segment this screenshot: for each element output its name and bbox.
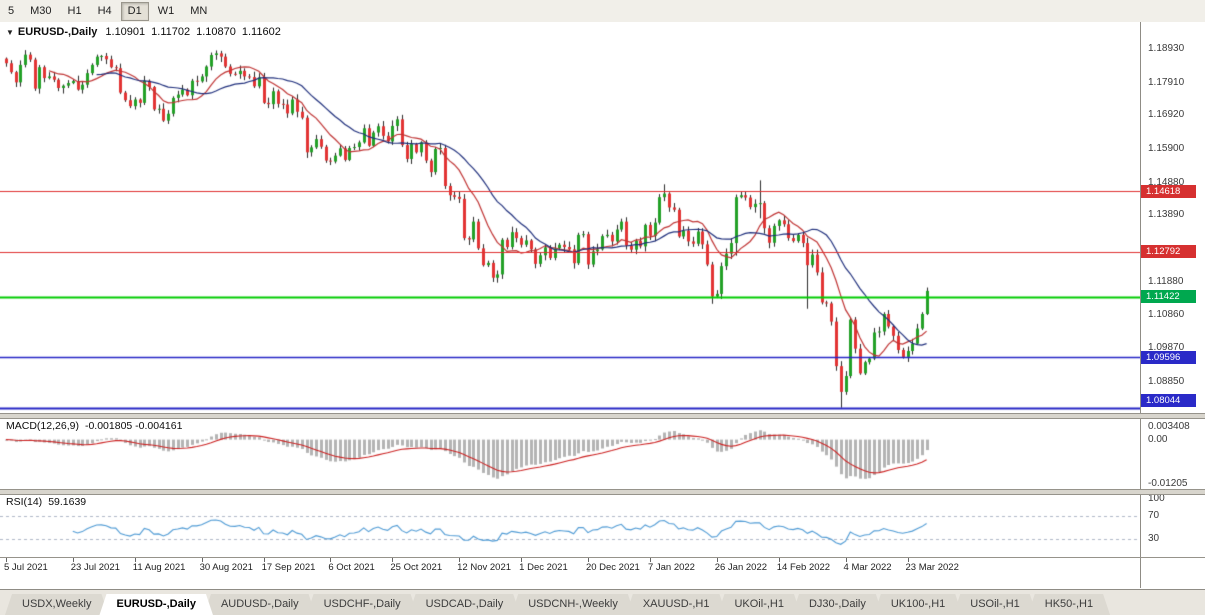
price-axis-tick: 1.11880 <box>1148 275 1184 287</box>
tab-audusd-daily[interactable]: AUDUSD-,Daily <box>204 594 316 615</box>
date-label: 5 Jul 2021 <box>4 562 48 573</box>
price-chart-canvas[interactable] <box>0 22 1140 588</box>
timeframe-button-m30[interactable]: M30 <box>30 4 52 17</box>
date-tick <box>392 558 393 562</box>
date-tick <box>521 558 522 562</box>
date-tick <box>330 558 331 562</box>
price-level-tag: 1.08044 <box>1141 393 1196 407</box>
rsi-axis-tick: 70 <box>1148 510 1160 522</box>
price-axis-tick: 1.14880 <box>1148 176 1185 188</box>
symbol-dropdown-icon[interactable]: ▼ <box>6 28 14 37</box>
date-label: 23 Mar 2022 <box>905 562 959 573</box>
date-label: 1 Dec 2021 <box>519 562 568 573</box>
price-axis: 1.18930 1.17910 1.16920 1.15900 1.14880 1.138… <box>1140 22 1205 588</box>
timeframe-button-5[interactable]: 5 <box>8 4 15 17</box>
tab-eurusd-daily[interactable]: EURUSD-,Daily <box>99 594 212 615</box>
chart-tab-bar: USDX,Weekly EURUSD-,Daily AUDUSD-,Daily USD… <box>0 589 1205 615</box>
tab-ukoil-h1[interactable]: UKOil-,H1 <box>717 594 801 615</box>
date-tick <box>650 558 651 562</box>
rsi-axis-tick: 30 <box>1148 532 1160 544</box>
macd-axis-tick: 0.003408 <box>1148 420 1190 432</box>
price-axis-tick: 1.13890 <box>1148 209 1185 221</box>
date-label: 23 Jul 2021 <box>70 562 120 573</box>
date-label: 7 Jan 2022 <box>647 562 695 573</box>
price-axis-tick: 1.18930 <box>1148 43 1185 55</box>
price-level-tag: 1.12792 <box>1141 245 1196 259</box>
ohlc-close: 1.11602 <box>241 26 281 38</box>
tab-xauusd-h1[interactable]: XAUUSD-,H1 <box>626 594 727 615</box>
date-label: 4 Mar 2022 <box>843 562 892 573</box>
date-label: 6 Oct 2021 <box>328 562 375 573</box>
tab-dj30-daily[interactable]: DJ30-,Daily <box>792 594 883 615</box>
timeframe-button-d1[interactable]: D1 <box>120 1 149 21</box>
date-label: 30 Aug 2021 <box>199 562 253 573</box>
date-tick <box>264 558 265 562</box>
ohlc-high: 1.11702 <box>151 26 191 38</box>
price-axis-tick: 1.10860 <box>1148 309 1185 321</box>
timeframe-button-w1[interactable]: W1 <box>157 4 175 17</box>
chart-symbol-label: EURUSD-,Daily <box>17 26 98 38</box>
tab-usdcad-daily[interactable]: USDCAD-,Daily <box>409 594 521 615</box>
price-axis-tick: 1.16920 <box>1148 109 1185 121</box>
ohlc-open: 1.10901 <box>105 26 146 38</box>
price-axis-tick: 1.09870 <box>1148 341 1185 353</box>
macd-indicator-label: MACD(12,26,9) -0.001805 -0.004161 <box>6 420 182 432</box>
date-tick <box>459 558 460 562</box>
macd-axis-tick: -0.01205 <box>1148 478 1188 490</box>
chart-symbol-header: ▼ EURUSD-,Daily 1.10901 1.11702 1.10870 1.116… <box>6 26 287 38</box>
panel-splitter-macd[interactable] <box>0 413 1205 419</box>
date-label: 14 Feb 2022 <box>776 562 831 573</box>
price-axis-tick: 1.17910 <box>1148 76 1185 88</box>
tab-usdchf-daily[interactable]: USDCHF-,Daily <box>307 594 418 615</box>
date-tick <box>202 558 203 562</box>
date-axis-border <box>0 557 1205 558</box>
panel-splitter-rsi[interactable] <box>0 489 1205 495</box>
price-axis-tick: 1.15900 <box>1148 143 1185 155</box>
date-tick <box>6 558 7 562</box>
date-label: 17 Sep 2021 <box>261 562 316 573</box>
macd-values: -0.001805 -0.004161 <box>84 420 183 432</box>
price-level-tag: 1.14618 <box>1141 184 1196 198</box>
price-level-tag: 1.11422 <box>1141 290 1196 304</box>
tab-usoil-h1[interactable]: USOil-,H1 <box>953 594 1037 615</box>
timeframe-toolbar: 5 M30 H1 H4 D1 W1 MN <box>0 0 1205 23</box>
timeframe-button-h1[interactable]: H1 <box>67 4 82 17</box>
date-label: 26 Jan 2022 <box>714 562 768 573</box>
tab-uk100-h1[interactable]: UK100-,H1 <box>874 594 962 615</box>
chart-area: ▼ EURUSD-,Daily 1.10901 1.11702 1.10870 1.116… <box>0 22 1205 588</box>
tab-usdcnh-weekly[interactable]: USDCNH-,Weekly <box>511 594 635 615</box>
ohlc-low: 1.10870 <box>196 26 236 38</box>
rsi-axis-tick: 100 <box>1148 493 1165 504</box>
date-tick <box>588 558 589 562</box>
price-axis-tick: 1.08850 <box>1148 375 1185 387</box>
date-tick <box>779 558 780 562</box>
rsi-label-text: RSI(14) <box>6 496 43 508</box>
date-label: 12 Nov 2021 <box>457 562 512 573</box>
date-tick <box>908 558 909 562</box>
timeframe-button-mn[interactable]: MN <box>190 4 208 17</box>
tab-hk50-h1[interactable]: HK50-,H1 <box>1028 594 1110 615</box>
rsi-indicator-label: RSI(14) 59.1639 <box>6 496 86 508</box>
macd-label-text: MACD(12,26,9) <box>6 420 79 432</box>
date-tick <box>73 558 74 562</box>
tab-usdx-weekly[interactable]: USDX,Weekly <box>5 594 108 615</box>
rsi-value: 59.1639 <box>48 496 87 508</box>
date-label: 11 Aug 2021 <box>132 562 186 573</box>
date-tick <box>717 558 718 562</box>
date-tick <box>135 558 136 562</box>
price-level-tag: 1.09596 <box>1141 350 1196 364</box>
macd-axis-tick: 0.00 <box>1148 433 1168 445</box>
timeframe-button-h4[interactable]: H4 <box>97 4 112 17</box>
date-tick <box>846 558 847 562</box>
date-label: 20 Dec 2021 <box>585 562 640 573</box>
date-label: 25 Oct 2021 <box>390 562 443 573</box>
